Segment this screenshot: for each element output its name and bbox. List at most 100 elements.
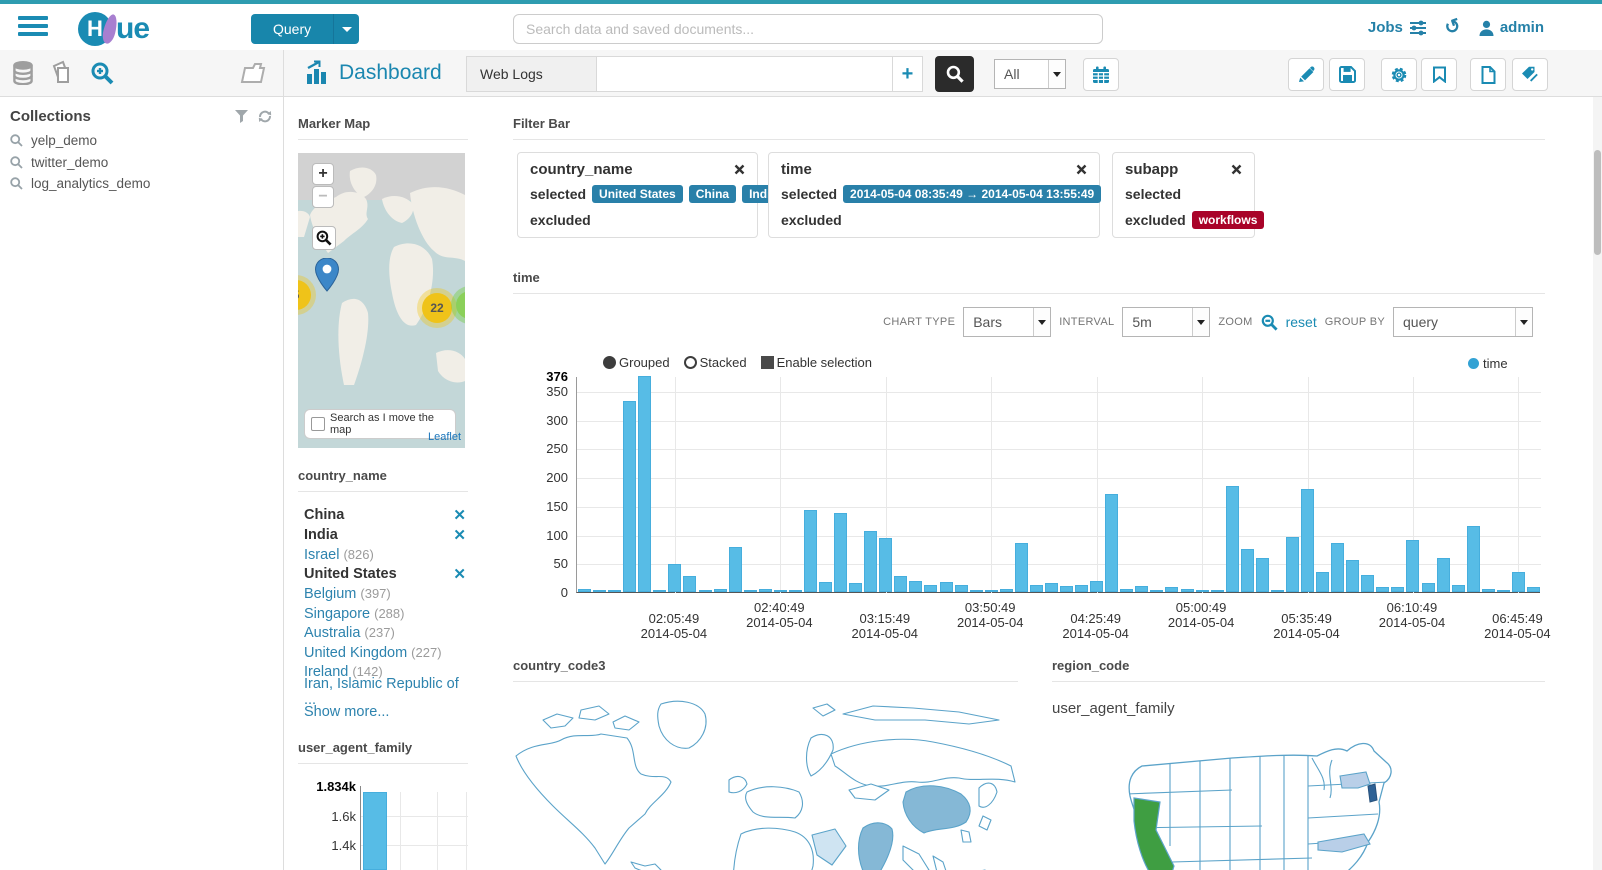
time-chart-bar[interactable] [1105, 494, 1119, 592]
time-chart-bar[interactable] [909, 581, 923, 592]
enable-selection-checkbox[interactable]: Enable selection [760, 355, 872, 370]
state-new-york[interactable] [1339, 771, 1371, 789]
time-chart-bar[interactable] [1225, 486, 1239, 592]
time-chart-bar[interactable] [984, 590, 998, 592]
facet-show-more-link[interactable]: Show more... [304, 703, 390, 720]
time-chart-bar[interactable] [969, 590, 983, 592]
cluster-marker[interactable]: 2 [451, 286, 465, 324]
edit-button[interactable] [1288, 58, 1324, 91]
time-chart-bar[interactable] [1421, 583, 1435, 592]
hamburger-menu-icon[interactable] [18, 16, 48, 40]
bookmark-button[interactable] [1421, 58, 1457, 91]
time-chart-bar[interactable] [1165, 587, 1179, 592]
filter-badge[interactable]: 2014-05-04 08:35:49 → 2014-05-04 13:55:4… [843, 185, 1102, 203]
marker-map[interactable]: + − 5 22 2 Search as I move the map Leaf… [298, 153, 465, 448]
all-dropdown[interactable]: All [994, 59, 1066, 89]
facet-item-australia[interactable]: Australia (237) [304, 624, 395, 641]
remove-filter-icon[interactable]: ✕ [453, 565, 466, 583]
remove-filter-icon[interactable]: ✕ [453, 506, 466, 524]
facet-item-iran[interactable]: Iran, Islamic Republic of ... [304, 675, 459, 708]
state-california[interactable] [1133, 797, 1175, 870]
save-button[interactable] [1329, 58, 1365, 91]
time-chart-bar[interactable] [834, 513, 848, 592]
cluster-marker[interactable]: 22 [417, 288, 457, 328]
query-dropdown-caret[interactable] [333, 14, 360, 44]
new-document-button[interactable] [1470, 58, 1506, 91]
time-chart-bar[interactable] [668, 564, 682, 592]
collection-item-yelp-demo[interactable]: yelp_demo [10, 133, 97, 148]
time-chart-bar[interactable] [1466, 526, 1480, 592]
filter-badge[interactable]: United States [592, 185, 683, 203]
filter-funnel-icon[interactable] [235, 110, 248, 123]
filter-badge-excluded[interactable]: workflows [1191, 211, 1265, 229]
time-chart-bar[interactable] [728, 547, 742, 592]
state-new-jersey[interactable] [1367, 783, 1378, 803]
time-chart-bar[interactable] [1195, 590, 1209, 592]
time-chart-bar[interactable] [788, 590, 802, 592]
query-split-button[interactable]: Query [251, 14, 360, 44]
zoom-in-icon[interactable] [90, 61, 115, 86]
database-icon[interactable] [12, 61, 34, 85]
time-chart-bar[interactable] [1361, 575, 1375, 592]
global-search-input[interactable] [513, 14, 1103, 44]
time-chart-bar[interactable] [894, 576, 908, 592]
time-chart-bar[interactable] [1180, 589, 1194, 592]
zoom-reset-link[interactable]: reset [1285, 314, 1317, 330]
leaflet-attribution-link[interactable]: Leaflet [427, 431, 461, 443]
zoom-out-icon[interactable] [1261, 314, 1278, 331]
facet-item-israel[interactable]: Israel (826) [304, 546, 374, 563]
map-zoom-in-button[interactable]: + [312, 163, 334, 185]
facet-item-united-kingdom[interactable]: United Kingdom (227) [304, 644, 442, 661]
collection-item-twitter-demo[interactable]: twitter_demo [10, 155, 108, 170]
time-chart-bar[interactable] [939, 582, 953, 592]
dashboard-search-button[interactable] [935, 56, 974, 92]
time-chart-bar[interactable] [1526, 587, 1540, 592]
time-chart-bar[interactable] [1075, 585, 1089, 592]
map-pin-marker[interactable] [315, 258, 339, 292]
facet-item-singapore[interactable]: Singapore (288) [304, 605, 405, 622]
documents-icon[interactable] [50, 60, 74, 86]
time-chart-bar[interactable] [819, 582, 832, 592]
time-chart-bar[interactable] [1060, 586, 1073, 592]
user-agent-family-chart[interactable]: 1.834k 1.6k 1.4k [300, 778, 468, 870]
tab-web-logs[interactable]: Web Logs [466, 56, 597, 92]
time-chart-bar[interactable] [1150, 590, 1164, 592]
country-code3-world-map[interactable] [513, 696, 1018, 870]
time-chart-bar[interactable] [683, 576, 697, 592]
facet-item-united-states[interactable]: United States ✕ [304, 565, 466, 583]
query-button-label[interactable]: Query [251, 14, 334, 44]
time-chart-bar[interactable] [1451, 585, 1465, 592]
time-chart-bar[interactable] [1210, 590, 1224, 592]
remove-filter-icon[interactable]: ✕ [453, 526, 466, 544]
time-chart-bar[interactable] [1331, 543, 1345, 592]
time-chart-bar[interactable] [623, 401, 637, 592]
dashboard-query-input[interactable] [597, 56, 893, 92]
filter-badge[interactable]: China [688, 185, 737, 203]
time-chart-bar[interactable] [773, 590, 787, 592]
time-chart-bar[interactable] [1135, 586, 1149, 592]
time-chart-bar[interactable] [1285, 537, 1299, 592]
stacked-radio[interactable]: Stacked [683, 355, 747, 370]
time-chart-bar[interactable] [1346, 560, 1360, 592]
time-chart-bar[interactable] [638, 376, 652, 592]
cluster-marker[interactable]: 5 [298, 275, 316, 315]
chart-legend[interactable]: time [1468, 356, 1508, 371]
time-chart-bar[interactable] [1301, 489, 1314, 592]
time-chart-plot[interactable] [576, 376, 1541, 593]
time-chart-bar[interactable] [1120, 589, 1134, 592]
time-chart-bar[interactable] [1481, 589, 1495, 592]
interval-select[interactable]: 5m [1122, 307, 1211, 337]
chart-type-select[interactable]: Bars [963, 307, 1052, 337]
jobs-link[interactable]: Jobs [1368, 19, 1427, 36]
close-icon[interactable] [1231, 164, 1242, 175]
group-by-select[interactable]: query [1393, 307, 1533, 337]
time-chart-bar[interactable] [1029, 585, 1043, 592]
time-chart-bar[interactable] [1436, 558, 1450, 592]
time-chart-bar[interactable] [849, 583, 863, 592]
time-chart-bar[interactable] [698, 590, 712, 592]
facet-item-india[interactable]: India ✕ [304, 526, 466, 544]
facet-item-ireland[interactable]: Ireland (142) [304, 663, 383, 680]
time-chart-bar[interactable] [924, 585, 938, 592]
time-chart-bar[interactable] [1270, 590, 1284, 592]
search-as-move-checkbox[interactable] [311, 417, 325, 431]
